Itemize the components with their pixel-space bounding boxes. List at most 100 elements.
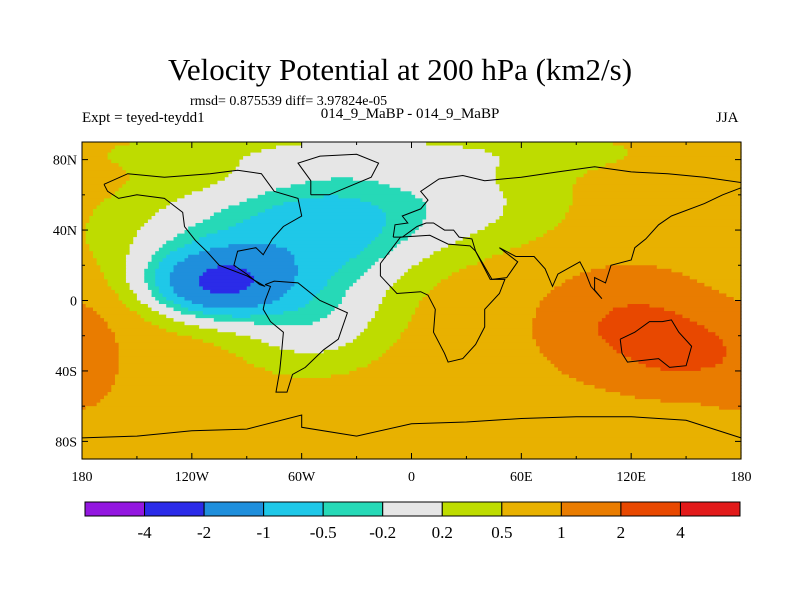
contour-cell	[82, 205, 98, 210]
contour-cell	[111, 388, 607, 393]
contour-cell	[177, 198, 248, 203]
x-tick-label: 120E	[616, 470, 646, 485]
contour-cell	[173, 307, 189, 312]
contour-cell	[572, 194, 742, 199]
contour-cell	[129, 251, 156, 256]
contour-cell	[107, 321, 153, 326]
contour-cell	[177, 293, 284, 298]
contour-cell	[341, 300, 383, 305]
contour-cell	[107, 279, 127, 284]
contour-cell	[92, 254, 127, 259]
contour-cell	[557, 367, 662, 372]
contour-cell	[202, 187, 277, 192]
contour-cell	[151, 289, 160, 295]
contour-cell	[129, 307, 153, 312]
contour-cell	[151, 293, 164, 298]
contour-cell	[345, 293, 387, 298]
contour-cell	[404, 328, 533, 333]
colorbar-label: 2	[617, 523, 626, 542]
contour-cell	[155, 279, 171, 284]
contour-cell	[213, 212, 259, 217]
contour-cell	[92, 307, 131, 312]
contour-cell	[437, 282, 563, 288]
contour-cell	[129, 244, 164, 249]
contour-cell	[96, 205, 167, 210]
contour-cell	[298, 265, 343, 270]
contour-cell	[118, 163, 241, 168]
contour-cell	[89, 215, 153, 221]
y-tick-label: 40N	[53, 224, 77, 239]
contour-cell	[155, 212, 215, 217]
contour-cell	[82, 420, 742, 425]
contour-cell	[495, 177, 577, 182]
contour-cell	[546, 356, 632, 361]
contour-cell	[356, 335, 402, 340]
contour-cell	[360, 198, 424, 203]
contour-cell	[82, 335, 116, 340]
contour-cell	[535, 307, 614, 312]
contour-cell	[415, 230, 478, 235]
contour-cell	[199, 282, 252, 288]
contour-cell	[345, 289, 387, 295]
coastline-eurasia	[392, 166, 742, 300]
contour-cell	[499, 156, 625, 161]
contour-cell	[598, 328, 709, 333]
contour-cell	[82, 416, 742, 421]
contour-cell	[246, 360, 372, 365]
contour-cell	[82, 448, 742, 453]
contour-cell	[118, 296, 138, 302]
contour-cell	[114, 335, 193, 340]
contour-cell	[122, 184, 211, 189]
x-tick-label: 60E	[510, 470, 533, 485]
contour-cell	[535, 342, 610, 347]
contour-cell	[202, 272, 252, 277]
coastlines	[81, 153, 742, 439]
contour-cell	[82, 332, 116, 337]
contour-cell	[82, 434, 742, 439]
contour-cell	[543, 353, 625, 358]
contour-cell	[188, 254, 295, 259]
contour-cell	[136, 230, 186, 235]
contour-cell	[144, 223, 197, 228]
contour-cell	[82, 360, 120, 365]
contour-cell	[407, 321, 533, 326]
colorbar: -4 -2 -1 -0.5 -0.2 0.2 0.5 1 2 4	[84, 501, 741, 542]
contour-cell	[499, 184, 574, 189]
contour-cell	[82, 392, 109, 397]
contour-cell	[477, 230, 548, 235]
contour-cell	[250, 215, 387, 221]
contour-cell	[191, 335, 252, 340]
contour-cell	[221, 346, 281, 351]
contour-cell	[363, 328, 405, 333]
contour-cell	[213, 318, 321, 323]
contour-cell	[418, 261, 478, 266]
contour-cell	[499, 159, 618, 164]
contour-cell	[129, 177, 226, 182]
contour-cell	[82, 163, 120, 168]
contour-cell	[506, 198, 574, 203]
contour-cell	[173, 237, 200, 242]
contour-cell	[503, 194, 574, 199]
contour-cell	[503, 208, 570, 214]
contour-cell	[345, 261, 376, 266]
contour-cell	[111, 385, 596, 390]
contour-cell	[177, 247, 211, 252]
contour-cell	[173, 286, 204, 291]
contour-cell	[279, 296, 314, 302]
contour-cell	[82, 399, 101, 404]
contour-cell	[503, 212, 566, 217]
colorbar-swatch	[382, 501, 443, 517]
contour-cell	[199, 251, 292, 256]
colorbar-swatch	[501, 501, 562, 517]
contour-cell	[195, 223, 237, 228]
contour-cell	[726, 353, 742, 358]
contour-cell	[330, 177, 354, 182]
contour-cell	[411, 265, 468, 270]
contour-cell	[407, 268, 460, 273]
contour-cell	[243, 219, 387, 224]
contour-cell	[572, 198, 742, 203]
contour-cell	[305, 180, 380, 185]
contour-cell	[601, 335, 720, 340]
contour-cell	[82, 321, 109, 326]
contour-cell	[411, 318, 533, 323]
